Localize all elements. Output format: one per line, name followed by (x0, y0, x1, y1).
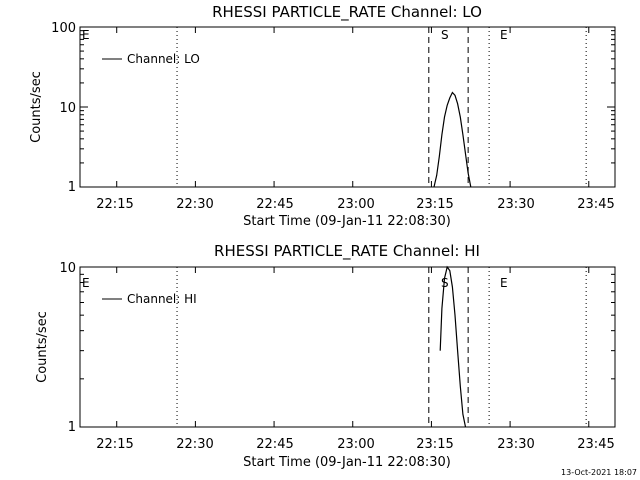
plot-frame (79, 266, 616, 428)
legend-label: Channel: LO (127, 52, 200, 66)
x-tick-label: 22:30 (176, 437, 213, 452)
x-tick-label: 22:30 (176, 197, 213, 212)
x-tick-label: 23:15 (416, 197, 453, 212)
chart-hi: RHESSI PARTICLE_RATE Channel: HI 10 1 Co… (35, 242, 616, 470)
timestamp: 13-Oct-2021 18:07 (561, 468, 637, 477)
x-tick-label: 22:45 (256, 197, 293, 212)
x-tick-label: 23:15 (416, 437, 453, 452)
x-tick-label: 23:45 (577, 197, 614, 212)
y-tick-label: 10 (59, 101, 76, 116)
y-axis-label: Counts/sec (35, 311, 50, 383)
x-tick-label: 23:00 (337, 197, 374, 212)
y-tick-label: 1 (68, 180, 76, 195)
x-tick-label: 22:15 (96, 437, 133, 452)
x-tick-label: 22:15 (96, 197, 133, 212)
event-label-e: E (500, 28, 508, 42)
vertical-lines (80, 267, 615, 428)
x-tick-label: 23:30 (497, 197, 534, 212)
series (433, 91, 472, 188)
x-tick-label: 23:45 (577, 437, 614, 452)
event-label-e-left: E (82, 276, 90, 290)
x-tick-label: 23:00 (337, 437, 374, 452)
event-label-e-left: E (82, 28, 90, 42)
y-tick-label: 1 (68, 420, 76, 435)
chart-title: RHESSI PARTICLE_RATE Channel: HI (214, 242, 480, 261)
event-label-s: S (441, 276, 449, 290)
event-label-s: S (441, 28, 449, 42)
y-axis-label: Counts/sec (29, 71, 44, 143)
x-tick-label: 22:45 (256, 437, 293, 452)
y-tick-label: 10 (59, 261, 76, 276)
chart-lo: RHESSI PARTICLE_RATE Channel: LO 100 10 … (29, 3, 616, 229)
x-axis-label: Start Time (09-Jan-11 22:08:30) (243, 214, 451, 229)
x-axis-label: Start Time (09-Jan-11 22:08:30) (243, 455, 451, 470)
chart-title: RHESSI PARTICLE_RATE Channel: LO (212, 3, 482, 22)
legend-label: Channel: HI (127, 292, 197, 306)
plot-frame (79, 26, 616, 188)
series-line (439, 265, 467, 428)
x-tick-label: 23:30 (497, 437, 534, 452)
series-line (433, 91, 472, 188)
series (439, 265, 467, 428)
event-label-e: E (500, 276, 508, 290)
vertical-lines (80, 27, 615, 188)
y-tick-label: 100 (51, 21, 76, 36)
